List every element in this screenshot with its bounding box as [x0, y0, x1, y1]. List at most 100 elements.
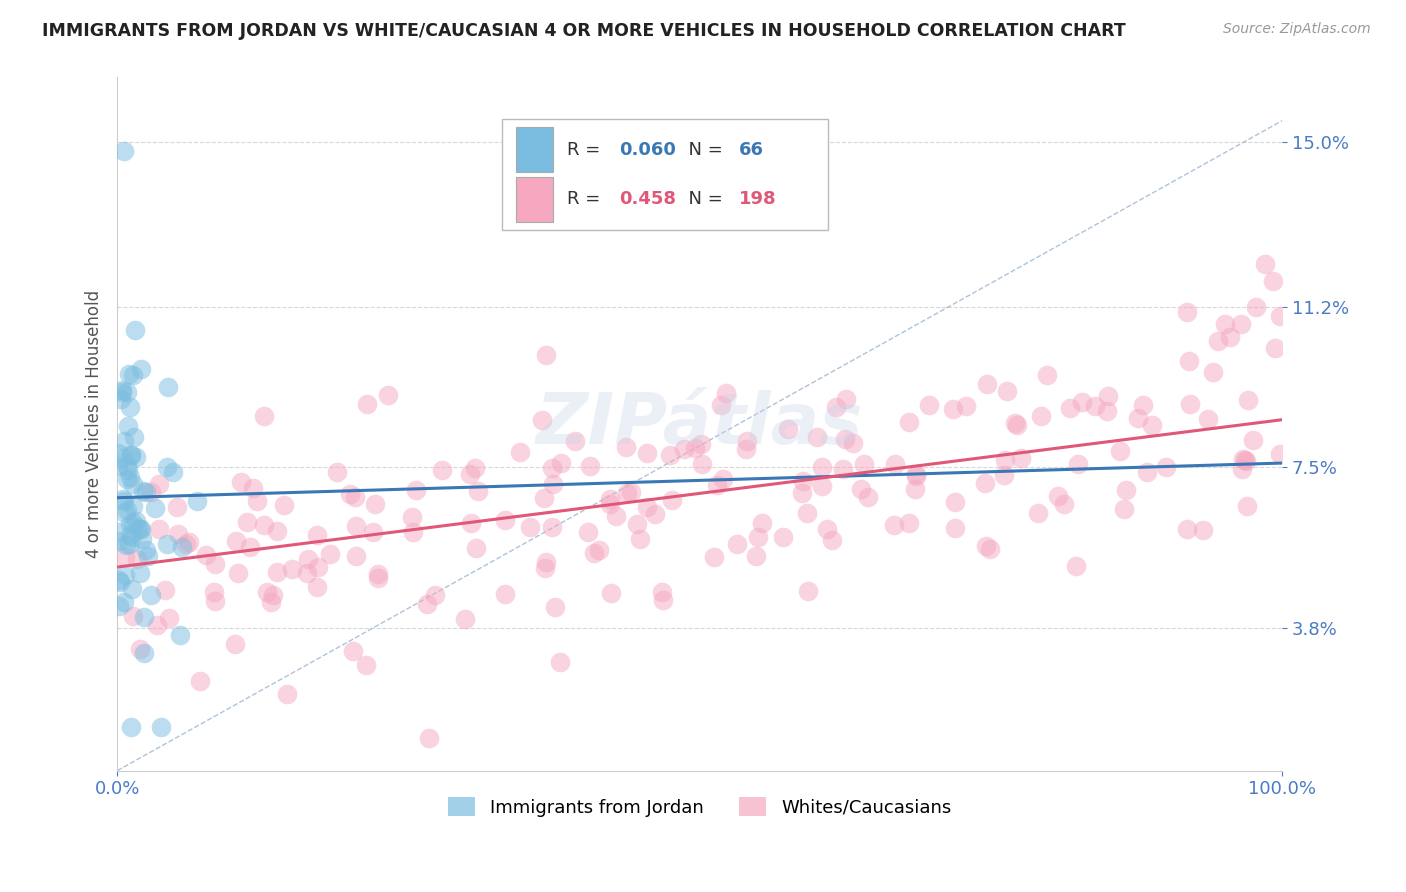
- Text: IMMIGRANTS FROM JORDAN VS WHITE/CAUCASIAN 4 OR MORE VEHICLES IN HOUSEHOLD CORREL: IMMIGRANTS FROM JORDAN VS WHITE/CAUCASIA…: [42, 22, 1126, 40]
- Point: [898, 516, 921, 530]
- Point: [115, 502, 138, 516]
- Point: [659, 448, 682, 462]
- Point: [186, 493, 208, 508]
- FancyBboxPatch shape: [516, 177, 553, 221]
- Point: [599, 498, 621, 512]
- Point: [1261, 274, 1284, 288]
- Point: [121, 476, 143, 491]
- Text: N =: N =: [678, 141, 728, 159]
- Point: [579, 458, 602, 473]
- Point: [703, 550, 725, 565]
- Point: [111, 492, 134, 507]
- Point: [226, 566, 249, 581]
- Point: [904, 467, 927, 482]
- Point: [166, 500, 188, 514]
- Point: [432, 463, 454, 477]
- Point: [710, 398, 733, 412]
- Point: [716, 385, 738, 400]
- Point: [111, 451, 134, 466]
- Text: 0.060: 0.060: [619, 141, 676, 159]
- Point: [994, 453, 1017, 467]
- Point: [690, 437, 713, 451]
- Point: [811, 479, 834, 493]
- Point: [454, 612, 477, 626]
- Point: [125, 551, 148, 566]
- Point: [115, 539, 138, 553]
- Point: [1004, 416, 1026, 430]
- Point: [262, 588, 284, 602]
- Point: [134, 646, 156, 660]
- Point: [135, 543, 157, 558]
- Point: [751, 516, 773, 531]
- Point: [797, 583, 820, 598]
- Point: [118, 527, 141, 541]
- Point: [711, 472, 734, 486]
- Text: ZIPátlas: ZIPátlas: [536, 390, 863, 458]
- Point: [120, 720, 142, 734]
- Point: [626, 516, 648, 531]
- Point: [1097, 389, 1119, 403]
- Point: [129, 641, 152, 656]
- Point: [131, 532, 153, 546]
- Point: [942, 402, 965, 417]
- Point: [661, 493, 683, 508]
- Point: [118, 367, 141, 381]
- Point: [897, 415, 920, 429]
- Point: [120, 470, 142, 484]
- FancyBboxPatch shape: [502, 119, 828, 230]
- Point: [834, 433, 856, 447]
- Point: [266, 566, 288, 580]
- Point: [260, 595, 283, 609]
- Point: [129, 522, 152, 536]
- Point: [1241, 433, 1264, 447]
- Point: [129, 522, 152, 536]
- Point: [540, 461, 562, 475]
- Point: [835, 392, 858, 406]
- Point: [224, 637, 246, 651]
- Point: [204, 594, 226, 608]
- Point: [124, 324, 146, 338]
- Point: [305, 527, 328, 541]
- Point: [367, 566, 389, 581]
- Point: [509, 445, 531, 459]
- Point: [1237, 393, 1260, 408]
- Point: [853, 457, 876, 471]
- Point: [1253, 257, 1275, 271]
- Point: [1136, 466, 1159, 480]
- Point: [725, 537, 748, 551]
- Point: [1230, 318, 1253, 332]
- Point: [1213, 317, 1236, 331]
- Point: [156, 537, 179, 551]
- Text: 198: 198: [740, 190, 776, 208]
- Point: [1154, 459, 1177, 474]
- Text: R =: R =: [567, 190, 606, 208]
- Point: [995, 384, 1018, 398]
- Point: [129, 362, 152, 376]
- Point: [405, 483, 427, 497]
- Point: [458, 467, 481, 482]
- Point: [792, 475, 814, 489]
- Point: [531, 413, 554, 427]
- Point: [188, 674, 211, 689]
- Point: [599, 492, 621, 507]
- Point: [307, 559, 329, 574]
- Point: [117, 384, 139, 399]
- Point: [548, 656, 571, 670]
- Point: [108, 599, 131, 614]
- Text: R =: R =: [567, 141, 606, 159]
- Point: [148, 523, 170, 537]
- Point: [1029, 409, 1052, 424]
- Point: [495, 513, 517, 527]
- Point: [107, 533, 129, 548]
- Point: [125, 450, 148, 464]
- Point: [115, 472, 138, 486]
- Point: [143, 501, 166, 516]
- Point: [904, 482, 927, 496]
- Point: [817, 522, 839, 536]
- Point: [229, 475, 252, 489]
- Point: [683, 441, 706, 455]
- Point: [253, 517, 276, 532]
- Point: [832, 462, 855, 476]
- Point: [117, 418, 139, 433]
- Point: [883, 457, 905, 471]
